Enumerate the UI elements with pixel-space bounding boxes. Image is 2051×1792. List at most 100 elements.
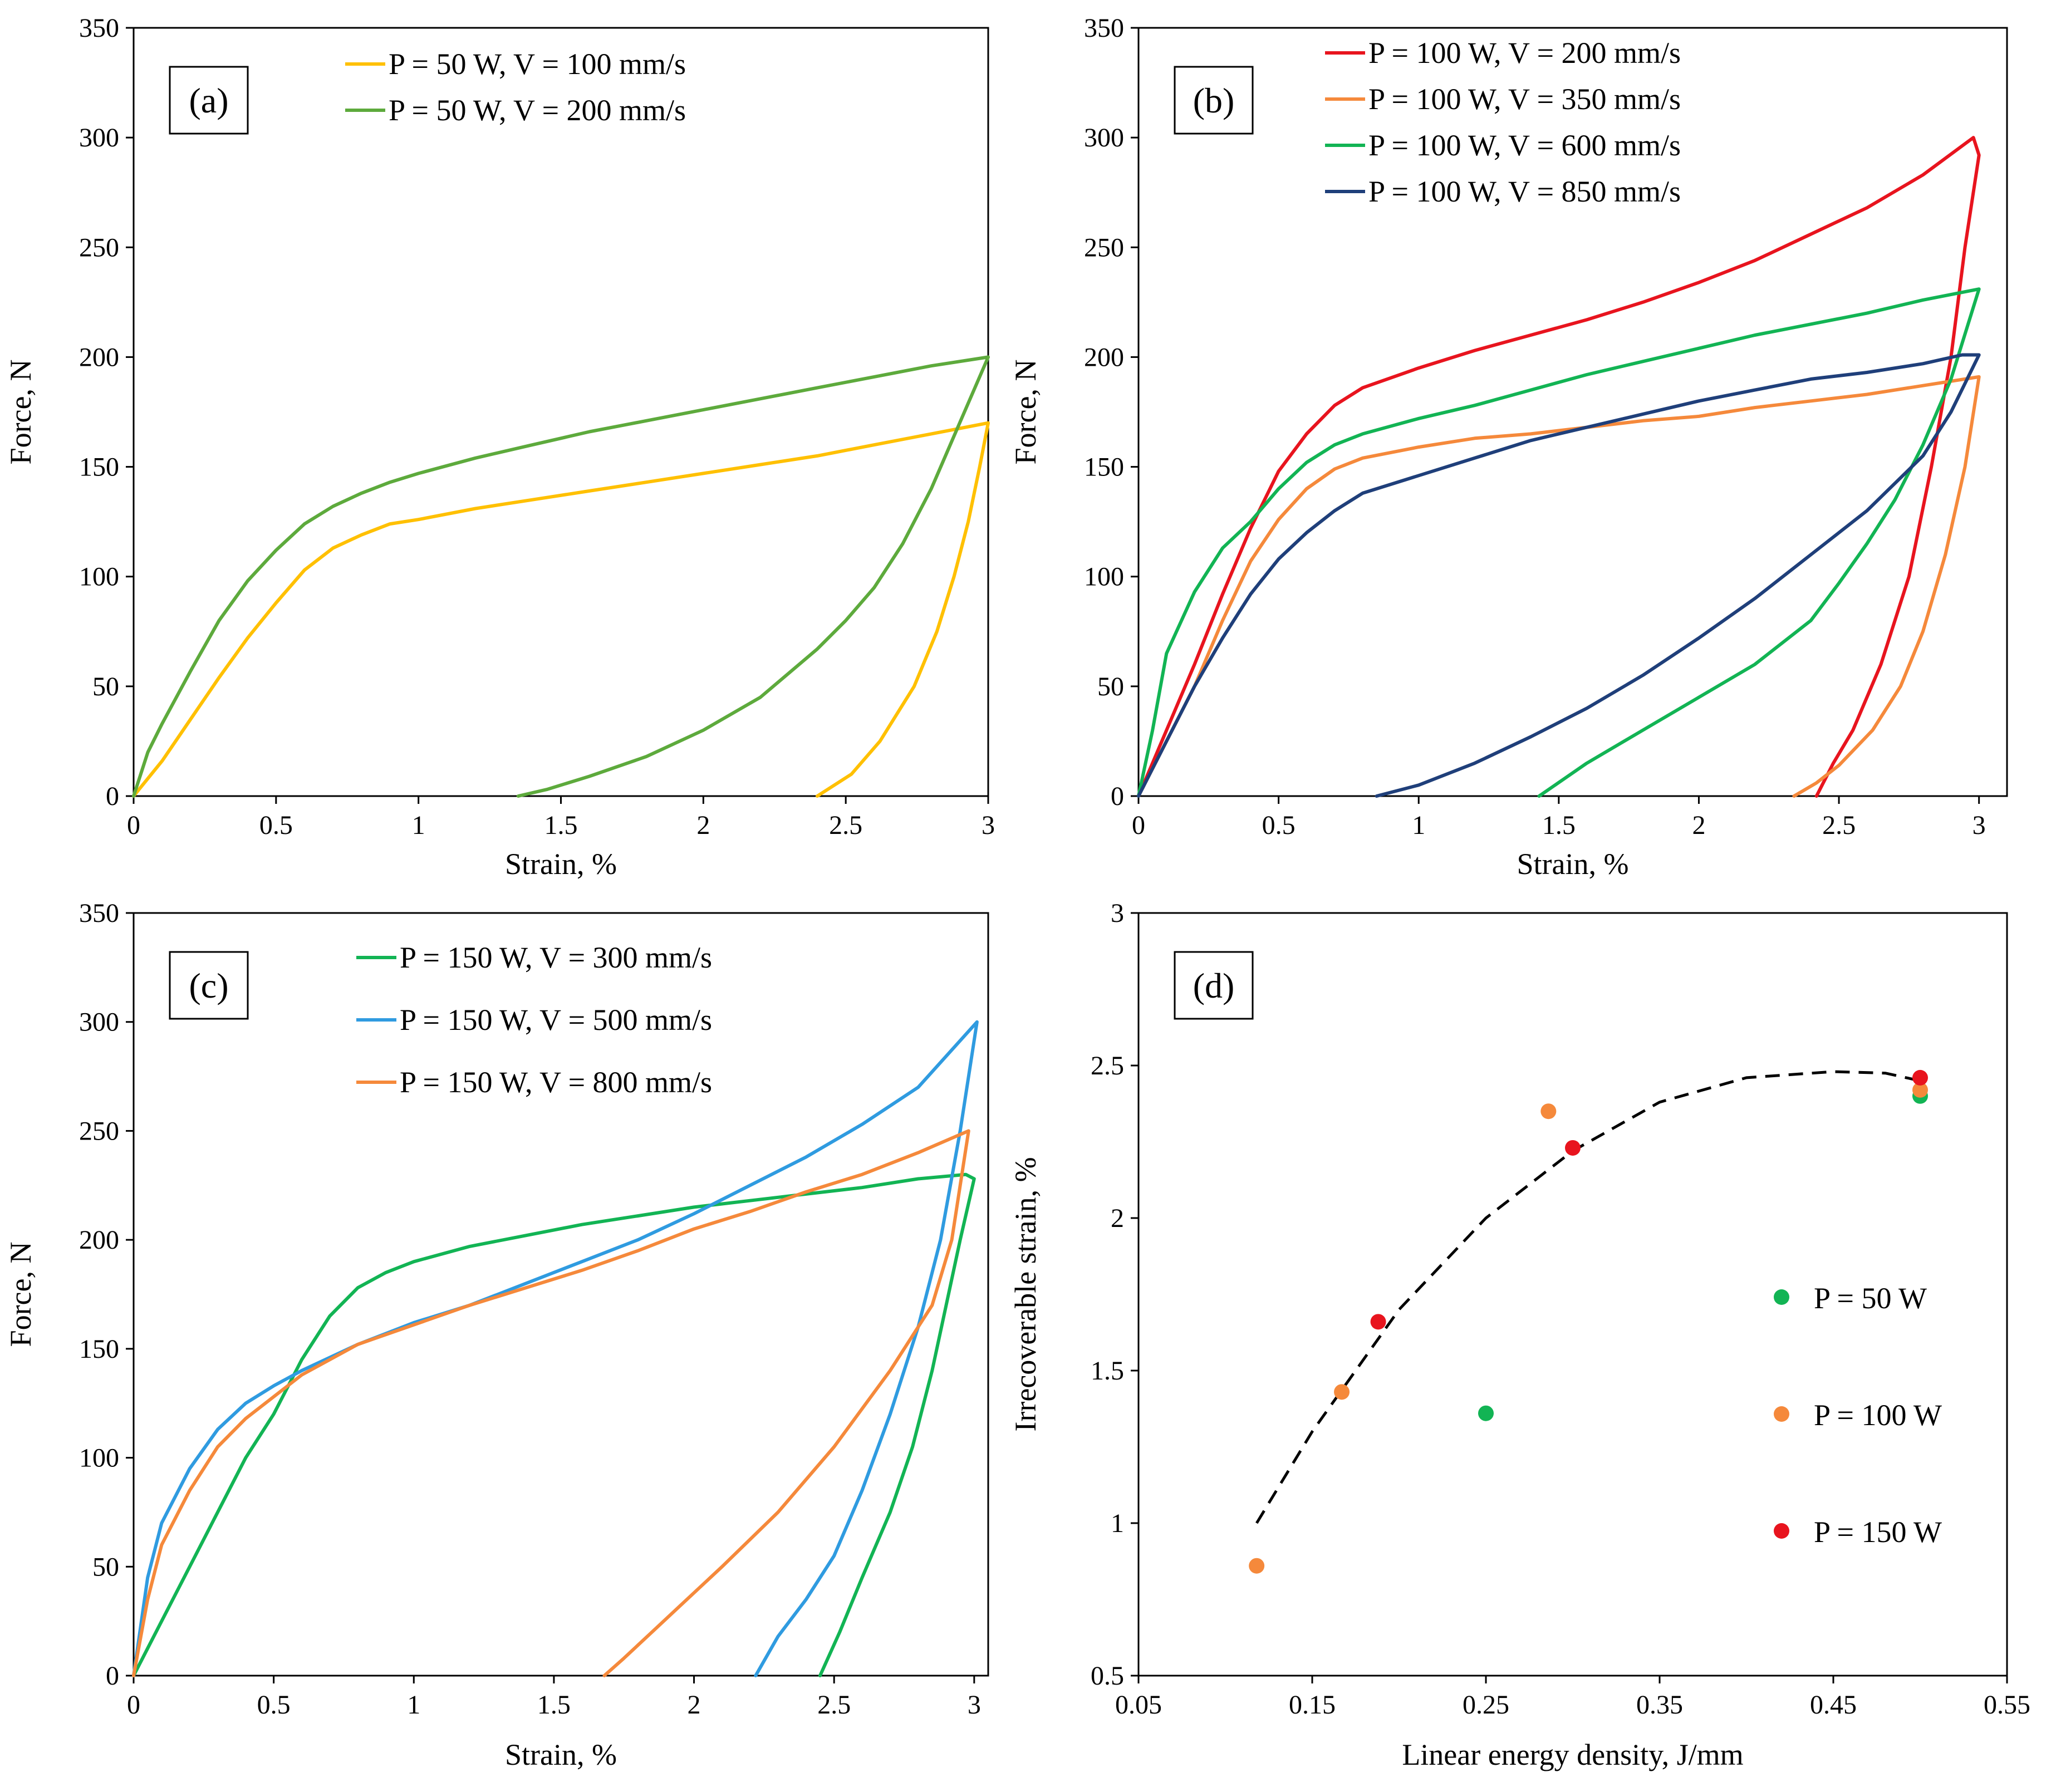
legend-label: P = 50 W, V = 100 mm/s: [389, 47, 686, 81]
y-tick-label: 350: [79, 13, 119, 43]
panel-b: 0 0.5 1 1.5 2 2.5 3 0 50 100 150 200 250 300 350 Strain…: [1009, 13, 2008, 881]
x-tick-label: 0.05: [1115, 1690, 1162, 1720]
y-axis-title: Irrecoverable strain, %: [1009, 1157, 1042, 1431]
y-tick-label: 3: [1111, 899, 1124, 928]
scatter-point: [1249, 1558, 1265, 1574]
legend-label: P = 150 W: [1814, 1515, 1942, 1549]
series-line-2: [132, 1020, 979, 1677]
x-tick-label: 0.5: [257, 1690, 291, 1720]
series-line-1: [1137, 136, 1981, 798]
panel-c: 0 0.5 1 1.5 2 2.5 3 0 50 100 150 200 250 300 350 Strain…: [4, 899, 989, 1771]
y-tick-label: 150: [79, 453, 119, 482]
legend-label: P = 50 W, V = 200 mm/s: [389, 94, 686, 127]
y-tick-label: 100: [1084, 562, 1124, 592]
series-line-3: [1137, 287, 1981, 798]
y-tick-label: 50: [92, 672, 119, 701]
legend-label: P = 100 W, V = 200 mm/s: [1368, 36, 1681, 70]
x-tick-label: 3: [982, 811, 995, 840]
x-tick-label: 0.15: [1289, 1690, 1336, 1720]
y-tick-label: 250: [79, 233, 119, 262]
panel-label-box: [169, 66, 249, 135]
y-tick-label: 2: [1111, 1204, 1124, 1233]
scatter-point: [1565, 1140, 1581, 1156]
legend-label: P = 100 W: [1814, 1398, 1942, 1432]
y-axis-title: Force, N: [4, 1242, 37, 1347]
y-tick-label: 300: [1084, 123, 1124, 153]
scatter-point: [1912, 1082, 1928, 1098]
plot-area-d: [1137, 912, 2008, 1677]
x-axis-title: Strain, %: [505, 847, 617, 881]
y-tick-label: 300: [79, 123, 119, 153]
y-tick-label: 0: [1111, 782, 1124, 811]
x-tick-label: 0.5: [1262, 811, 1296, 840]
y-tick-label: 0: [106, 1661, 119, 1691]
x-tick-label: 0: [1132, 811, 1145, 840]
scatter-point: [1540, 1103, 1557, 1120]
y-tick-label: 350: [1084, 13, 1124, 43]
plot-area-a: [133, 27, 989, 797]
y-tick-label: 2.5: [1091, 1051, 1124, 1081]
x-tick-label: 0.25: [1463, 1690, 1509, 1720]
panel-label: (b): [1193, 81, 1235, 120]
panel-d: 0.05 0.15 0.25 0.35 0.45 0.55 0.5 1 1.5 2 2.5 3 Line…: [1009, 899, 2030, 1771]
legend-label: P = 100 W, V = 600 mm/s: [1368, 129, 1681, 162]
x-tick-label: 2: [696, 811, 710, 840]
x-axis-title: Strain, %: [1517, 847, 1629, 881]
y-tick-label: 200: [79, 1225, 119, 1255]
y-tick-label: 0.5: [1091, 1661, 1124, 1691]
panel-a: 0 0.5 1 1.5 2 2.5 3 0 50 100 150 200 250 300 350 Strain…: [4, 13, 995, 881]
y-tick-label: 300: [79, 1008, 119, 1037]
x-tick-label: 3: [968, 1690, 981, 1720]
x-tick-label: 1: [412, 811, 425, 840]
panel-label: (a): [189, 81, 228, 120]
panel-label: (c): [189, 966, 228, 1005]
scatter-point: [1370, 1314, 1386, 1330]
legend-label: P = 100 W, V = 350 mm/s: [1368, 82, 1681, 116]
trendline: [1255, 1070, 1921, 1524]
y-axis-title: Force, N: [1009, 360, 1042, 465]
panel-label-box: [1174, 66, 1254, 135]
y-tick-label: 1: [1111, 1509, 1124, 1538]
panel-label-box: [1174, 951, 1254, 1020]
legend-swatch: [1774, 1406, 1789, 1422]
x-tick-label: 0.45: [1810, 1690, 1857, 1720]
x-tick-label: 3: [1973, 811, 1986, 840]
legend-label: P = 150 W, V = 500 mm/s: [400, 1003, 712, 1037]
x-tick-label: 2: [1692, 811, 1705, 840]
x-tick-label: 1.5: [1542, 811, 1576, 840]
x-tick-label: 0.5: [259, 811, 293, 840]
y-tick-label: 150: [79, 1334, 119, 1364]
y-tick-label: 50: [92, 1552, 119, 1582]
scatter-point: [1478, 1405, 1494, 1421]
x-tick-label: 0.35: [1636, 1690, 1683, 1720]
x-tick-label: 0.55: [1984, 1690, 2030, 1720]
y-tick-label: 0: [106, 782, 119, 811]
x-axis-title: Strain, %: [505, 1738, 617, 1771]
panel-label-box: [169, 951, 249, 1020]
y-tick-label: 250: [1084, 233, 1124, 262]
series-line-1: [132, 1172, 976, 1677]
series-line-2: [1137, 375, 1981, 798]
plot-area-c: [133, 912, 989, 1677]
series-line-4: [1137, 353, 1981, 798]
y-tick-label: 100: [79, 562, 119, 592]
y-tick-label: 350: [79, 899, 119, 928]
y-tick-label: 200: [79, 342, 119, 372]
y-tick-label: 250: [79, 1116, 119, 1146]
scatter-point: [1334, 1384, 1350, 1400]
y-tick-label: 1.5: [1091, 1356, 1124, 1386]
x-tick-label: 1.5: [537, 1690, 571, 1720]
series-line-3: [132, 1129, 970, 1677]
plot-area-b: [1137, 27, 2008, 797]
series-line-1: [132, 421, 990, 798]
legend-label: P = 50 W: [1814, 1282, 1927, 1315]
legend-swatch: [1774, 1289, 1789, 1305]
x-tick-label: 0: [127, 811, 140, 840]
legend-label: P = 100 W, V = 850 mm/s: [1368, 175, 1681, 208]
y-tick-label: 50: [1097, 672, 1124, 701]
x-tick-label: 1.5: [544, 811, 578, 840]
y-tick-label: 100: [79, 1444, 119, 1473]
x-tick-label: 2.5: [817, 1690, 851, 1720]
x-tick-label: 2.5: [1822, 811, 1856, 840]
